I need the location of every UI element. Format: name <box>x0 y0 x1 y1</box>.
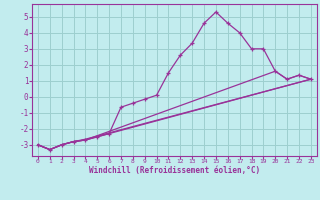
X-axis label: Windchill (Refroidissement éolien,°C): Windchill (Refroidissement éolien,°C) <box>89 166 260 175</box>
